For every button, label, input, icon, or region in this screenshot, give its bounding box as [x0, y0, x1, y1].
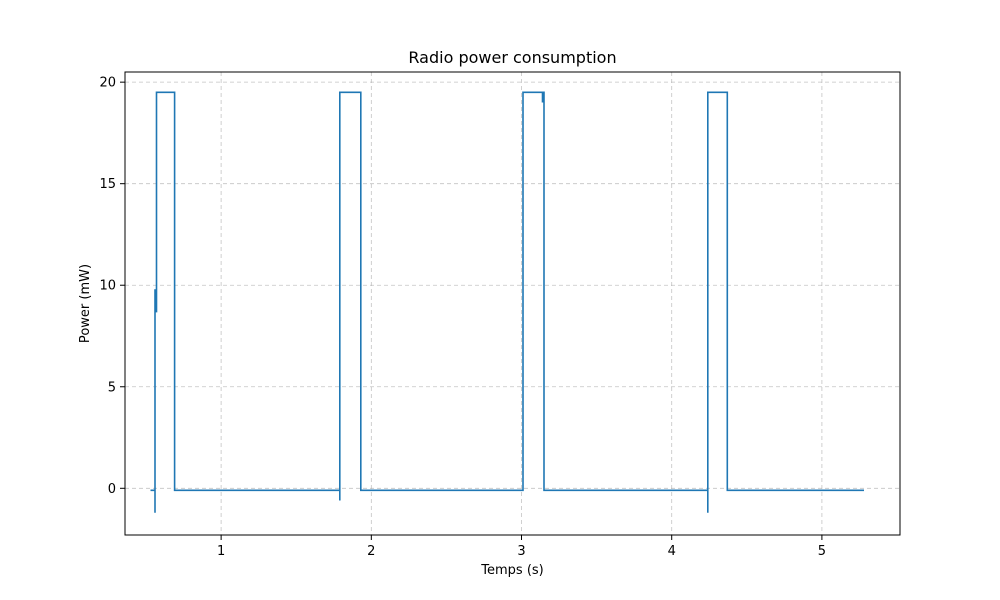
y-tick-label: 20: [99, 76, 116, 91]
x-tick-label: 2: [367, 544, 375, 559]
x-axis-label: Temps (s): [480, 563, 543, 578]
plot-frame: [124, 71, 901, 536]
y-tick-label: 10: [99, 279, 116, 294]
chart-title: Radio power consumption: [408, 48, 616, 67]
y-axis-label: Power (mW): [78, 264, 93, 343]
y-tick-label: 15: [99, 177, 116, 192]
x-tick-label: 1: [217, 544, 225, 559]
x-tick-label: 3: [517, 544, 525, 559]
x-tick-label: 5: [818, 544, 826, 559]
y-axis-ticks: 0 5 10 15 20: [99, 76, 125, 497]
y-tick-label: 5: [108, 380, 116, 395]
grid: [125, 72, 900, 535]
series-line: [150, 91, 864, 513]
series-layer: [150, 91, 864, 513]
x-tick-label: 4: [668, 544, 676, 559]
y-tick-label: 0: [108, 482, 116, 497]
x-axis-ticks: 1 2 3 4 5: [217, 535, 826, 559]
